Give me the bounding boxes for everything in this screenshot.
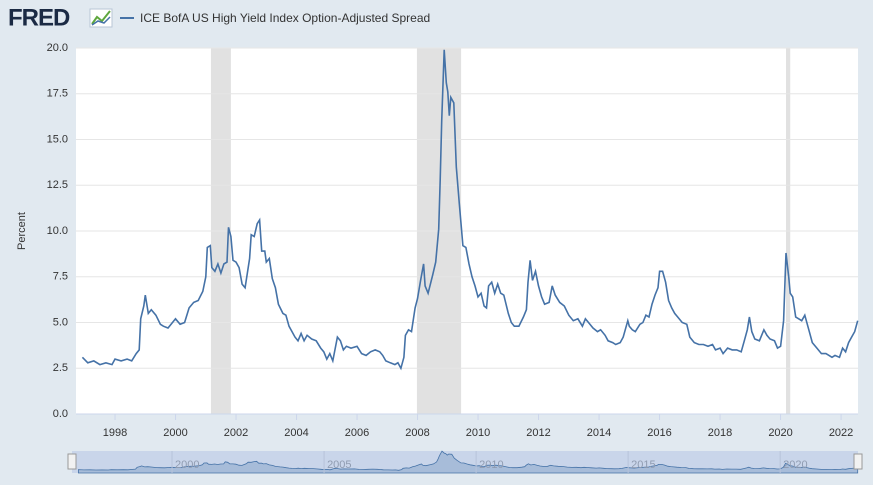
x-tick-label: 2016 (647, 427, 671, 439)
x-tick-label: 2020 (768, 427, 792, 439)
y-tick-label: 20.0 (47, 42, 68, 54)
legend-label: ICE BofA US High Yield Index Option-Adju… (140, 11, 430, 25)
y-tick-label: 0.0 (53, 408, 68, 420)
navigator-tick-label: 2020 (783, 459, 807, 471)
x-tick-label: 2010 (466, 427, 490, 439)
series-line (81, 49, 859, 371)
brand-logo: FRED (8, 4, 70, 31)
navigator-tick-label: 2005 (327, 459, 351, 471)
x-tick-label: 2004 (284, 427, 308, 439)
x-tick-label: 2012 (526, 427, 550, 439)
x-tick-label: 2006 (345, 427, 369, 439)
y-tick-label: 10.0 (47, 225, 68, 237)
y-axis-label: Percent (16, 212, 28, 250)
navigator[interactable] (72, 451, 858, 473)
x-tick-label: 2000 (163, 427, 187, 439)
x-tick-label: 2002 (224, 427, 248, 439)
navigator-tick-label: 2015 (631, 459, 655, 471)
navigator-tick-label: 2000 (175, 459, 199, 471)
navigator-tick-label: 2010 (479, 459, 503, 471)
x-tick-label: 2022 (829, 427, 853, 439)
y-tick-label: 15.0 (47, 133, 68, 145)
navigator-handle[interactable] (67, 453, 77, 470)
x-tick-label: 2018 (708, 427, 732, 439)
y-tick-label: 5.0 (53, 316, 68, 328)
x-tick-label: 1998 (103, 427, 127, 439)
y-tick-label: 17.5 (47, 88, 68, 100)
x-tick-label: 2014 (587, 427, 611, 439)
y-tick-label: 2.5 (53, 362, 68, 374)
y-tick-label: 12.5 (47, 179, 68, 191)
x-tick-label: 2008 (405, 427, 429, 439)
navigator-handle[interactable] (853, 453, 863, 470)
y-tick-label: 7.5 (53, 271, 68, 283)
logo-icon (89, 8, 113, 28)
navigator-series (78, 450, 859, 474)
